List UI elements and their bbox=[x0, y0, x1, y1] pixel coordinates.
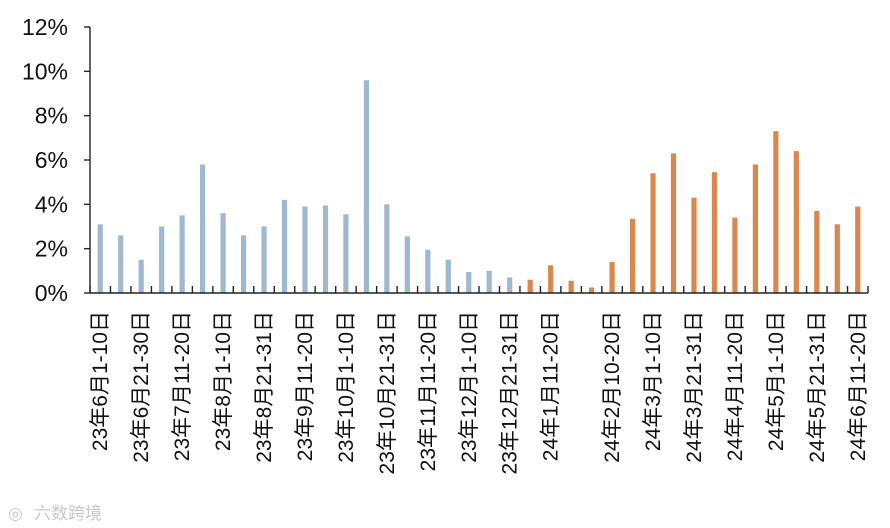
x-tick-label: 24年4月11-20日 bbox=[724, 311, 747, 461]
x-tick-label: 24年1月11-20日 bbox=[540, 311, 563, 461]
bar bbox=[773, 131, 779, 293]
y-tick-label: 12% bbox=[22, 14, 68, 40]
x-axis-ticks: 23年6月1-10日 23年6月21-30日 23年7月11-20日 23年8月1-1… bbox=[89, 286, 870, 474]
watermark-text: 六数跨境 bbox=[34, 504, 102, 524]
x-tick-label: 23年11月11-20日 bbox=[417, 311, 440, 471]
bar bbox=[486, 270, 492, 293]
bar bbox=[97, 224, 103, 293]
bar bbox=[179, 215, 185, 293]
bar bbox=[589, 287, 595, 293]
bar bbox=[793, 151, 799, 293]
bar bbox=[732, 217, 738, 293]
x-tick-label: 24年6月11-20日 bbox=[847, 311, 870, 461]
bar bbox=[629, 218, 636, 293]
x-tick-label: 23年12月21-31日 bbox=[499, 311, 522, 474]
bar bbox=[814, 210, 820, 293]
bar bbox=[404, 236, 410, 293]
bar bbox=[322, 205, 329, 293]
bar bbox=[200, 164, 206, 293]
bar bbox=[363, 80, 369, 293]
bar bbox=[834, 224, 840, 293]
bar bbox=[855, 206, 861, 293]
x-tick-label: 23年10月21-31日 bbox=[376, 311, 399, 474]
x-tick-label: 23年8月21-31日 bbox=[253, 311, 276, 463]
bar bbox=[261, 226, 267, 293]
bar bbox=[527, 279, 533, 293]
bar bbox=[711, 172, 718, 293]
y-tick-label: 4% bbox=[35, 191, 68, 217]
bars bbox=[97, 80, 861, 293]
y-tick-label: 10% bbox=[22, 58, 68, 84]
bar bbox=[691, 197, 697, 293]
bar bbox=[384, 204, 390, 293]
bar bbox=[302, 206, 308, 293]
y-axis-ticks: 0% 2% 4% 6% 8% 10% 12% bbox=[22, 14, 90, 306]
bar bbox=[281, 199, 288, 293]
bar bbox=[548, 265, 554, 293]
bar bbox=[568, 280, 574, 293]
bar bbox=[159, 226, 165, 293]
bar bbox=[118, 235, 124, 293]
y-tick-label: 0% bbox=[35, 280, 68, 306]
x-tick-label: 23年6月21-30日 bbox=[130, 311, 153, 463]
x-tick-label: 23年10月1-10日 bbox=[335, 311, 358, 463]
bar bbox=[752, 164, 758, 293]
bar bbox=[507, 277, 513, 293]
bar bbox=[670, 153, 677, 293]
bar bbox=[466, 271, 472, 293]
watermark: ◎ 六数跨境 bbox=[8, 504, 102, 524]
y-tick-label: 8% bbox=[35, 103, 68, 129]
x-tick-label: 23年6月1-10日 bbox=[89, 311, 112, 451]
x-tick-label: 24年5月1-10日 bbox=[765, 311, 788, 451]
watermark-logo-icon: ◎ bbox=[8, 504, 23, 524]
bar bbox=[445, 259, 451, 293]
x-tick-label: 24年3月21-31日 bbox=[683, 311, 706, 463]
x-tick-label: 24年3月1-10日 bbox=[642, 311, 665, 451]
x-tick-label: 23年9月11-20日 bbox=[294, 311, 317, 461]
bar bbox=[343, 214, 349, 293]
y-tick-label: 6% bbox=[35, 147, 68, 173]
bar bbox=[650, 173, 656, 293]
bar bbox=[240, 235, 247, 293]
bar bbox=[138, 259, 144, 293]
bar bbox=[220, 213, 226, 293]
bar bbox=[425, 249, 431, 293]
x-tick-label: 24年2月10-20日 bbox=[601, 311, 624, 463]
y-tick-label: 2% bbox=[35, 236, 68, 262]
x-tick-label: 24年5月21-31日 bbox=[806, 311, 829, 463]
bar bbox=[609, 261, 615, 293]
x-tick-label: 23年8月1-10日 bbox=[212, 311, 235, 451]
x-tick-label: 23年7月11-20日 bbox=[171, 311, 194, 461]
x-tick-label: 23年12月1-10日 bbox=[458, 311, 481, 463]
